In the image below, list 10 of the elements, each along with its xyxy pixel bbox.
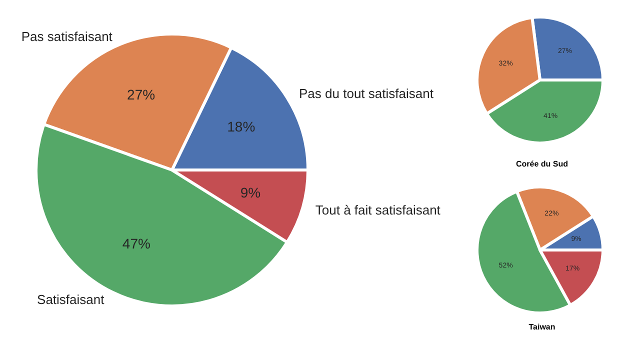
text: Corée du Sud bbox=[516, 160, 568, 168]
data-label: 18% bbox=[227, 118, 256, 135]
slice-label: Tout à fait satisfaisant bbox=[315, 202, 441, 218]
text: Taiwan bbox=[528, 322, 556, 332]
slice-label: Satisfaisant bbox=[37, 292, 105, 308]
data-label: 27% bbox=[127, 86, 156, 102]
data-label: 9% bbox=[240, 184, 261, 201]
slice-label: Pas du tout satisfaisant bbox=[299, 86, 434, 102]
data-label: 47% bbox=[122, 235, 150, 252]
slice-label: Pas satisfaisant bbox=[21, 29, 113, 44]
